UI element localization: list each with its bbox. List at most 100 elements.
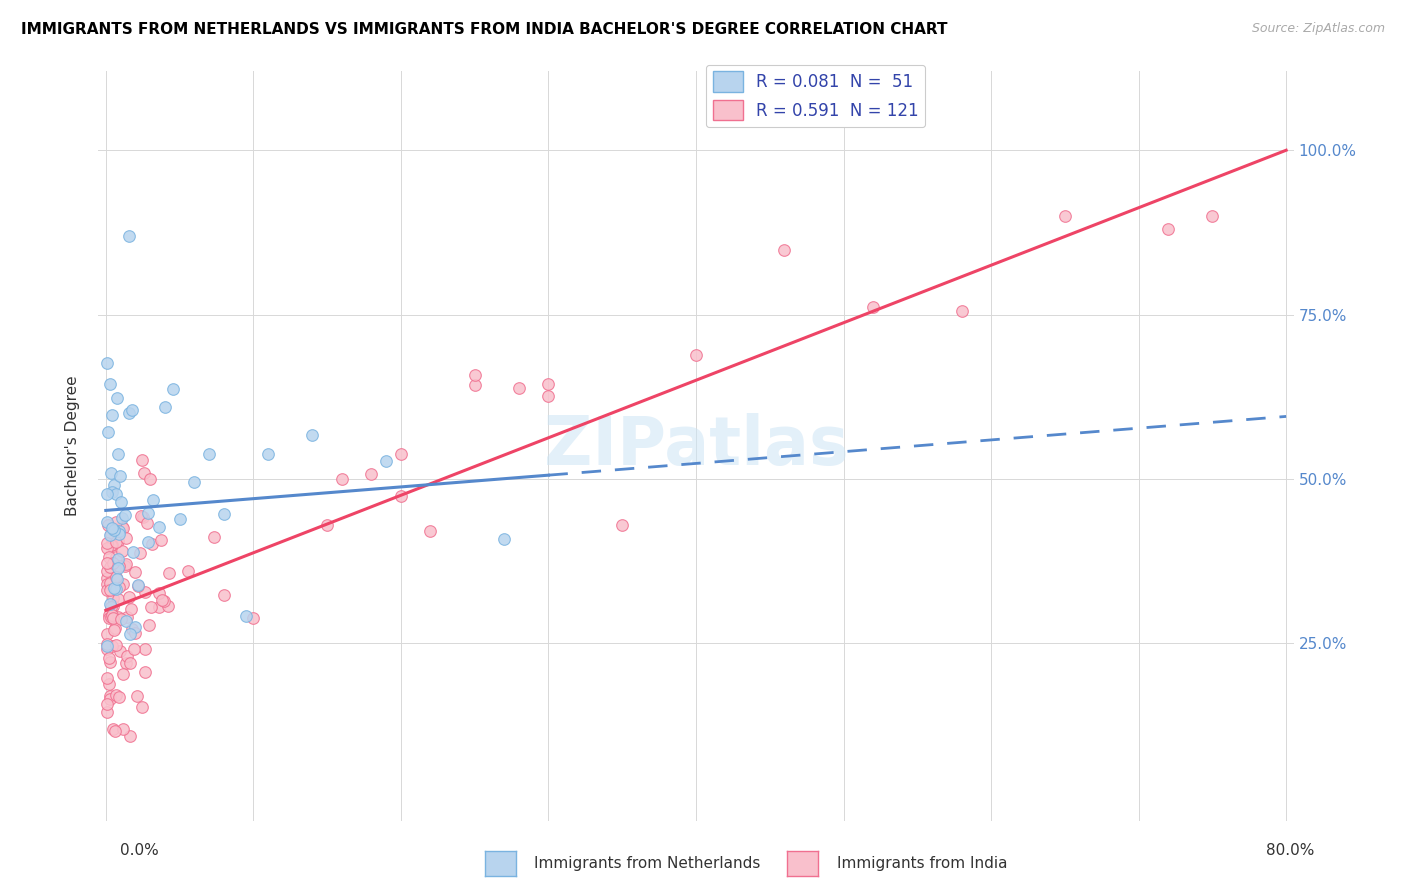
Point xyxy=(1201,210,1223,224)
Point xyxy=(121,622,143,636)
Point xyxy=(98,655,121,669)
Point xyxy=(139,472,162,486)
Point xyxy=(108,526,131,541)
Point xyxy=(129,509,152,524)
Point xyxy=(389,447,412,461)
Point xyxy=(96,556,118,570)
Point xyxy=(96,639,118,653)
Point xyxy=(100,608,122,623)
Point xyxy=(96,577,118,591)
Point xyxy=(141,600,163,615)
Point xyxy=(96,698,118,712)
Point xyxy=(152,593,174,607)
Point xyxy=(141,537,163,551)
Point xyxy=(101,556,124,570)
Point xyxy=(97,611,120,625)
Point xyxy=(108,559,131,574)
Point xyxy=(107,592,129,607)
Point xyxy=(105,391,128,405)
Point xyxy=(97,651,120,665)
Point xyxy=(96,705,118,719)
Point xyxy=(100,598,122,612)
Point xyxy=(112,722,135,736)
Point xyxy=(118,656,141,670)
Point xyxy=(110,495,132,509)
Point xyxy=(169,511,191,525)
Point xyxy=(132,467,155,481)
Point xyxy=(121,403,143,417)
Point xyxy=(120,602,142,616)
Point xyxy=(235,609,257,624)
Point xyxy=(494,533,516,547)
Point xyxy=(108,469,131,483)
Point xyxy=(105,572,128,586)
Point xyxy=(101,723,124,737)
Point xyxy=(111,577,134,591)
Point xyxy=(136,516,159,530)
Point xyxy=(124,619,146,633)
Point xyxy=(122,641,145,656)
Point xyxy=(152,593,174,607)
Point xyxy=(105,638,128,652)
Point xyxy=(98,677,121,691)
Point xyxy=(114,532,136,546)
Point xyxy=(131,699,153,714)
Text: Source: ZipAtlas.com: Source: ZipAtlas.com xyxy=(1251,22,1385,36)
Point xyxy=(115,648,138,663)
Point xyxy=(104,688,127,702)
Point xyxy=(132,509,155,524)
Point xyxy=(257,447,280,461)
Text: IMMIGRANTS FROM NETHERLANDS VS IMMIGRANTS FROM INDIA BACHELOR'S DEGREE CORRELATI: IMMIGRANTS FROM NETHERLANDS VS IMMIGRANT… xyxy=(21,22,948,37)
Point xyxy=(198,447,221,461)
Point xyxy=(96,571,118,585)
Point xyxy=(127,578,149,592)
Point xyxy=(111,520,134,534)
Point xyxy=(101,521,124,535)
Point xyxy=(162,382,184,396)
Point xyxy=(120,626,142,640)
Y-axis label: Bachelor's Degree: Bachelor's Degree xyxy=(65,376,80,516)
Point xyxy=(115,614,138,628)
Point xyxy=(134,641,156,656)
Point xyxy=(1053,209,1076,223)
Point xyxy=(98,560,121,574)
Point xyxy=(101,639,124,653)
Point xyxy=(1157,222,1180,236)
Point xyxy=(105,570,128,584)
Point xyxy=(212,588,235,602)
Point xyxy=(107,561,129,575)
Point xyxy=(100,538,122,552)
Point xyxy=(98,528,121,542)
Point xyxy=(96,582,118,597)
Legend: R = 0.081  N =  51, R = 0.591  N = 121: R = 0.081 N = 51, R = 0.591 N = 121 xyxy=(706,65,925,127)
Point xyxy=(101,485,124,500)
Point xyxy=(104,621,127,635)
Point xyxy=(242,611,264,625)
Point xyxy=(98,689,121,703)
Point xyxy=(107,534,129,549)
Point xyxy=(98,377,121,392)
Point xyxy=(464,368,486,382)
Point xyxy=(153,400,176,414)
Point xyxy=(124,626,146,640)
Point xyxy=(114,559,136,574)
Point xyxy=(121,545,143,559)
Point xyxy=(96,541,118,555)
Point xyxy=(107,525,129,540)
Point xyxy=(96,637,118,651)
Point xyxy=(100,610,122,624)
Point xyxy=(537,389,560,403)
Point xyxy=(612,518,634,533)
Point xyxy=(138,534,160,549)
Point xyxy=(107,610,129,624)
Point xyxy=(176,564,198,578)
Point xyxy=(157,599,180,613)
Point xyxy=(330,472,353,486)
Point xyxy=(96,486,118,500)
Point xyxy=(128,546,150,560)
Point xyxy=(96,641,118,656)
Point xyxy=(148,586,170,600)
Point xyxy=(96,536,118,550)
Point xyxy=(100,466,122,480)
Point xyxy=(101,611,124,625)
